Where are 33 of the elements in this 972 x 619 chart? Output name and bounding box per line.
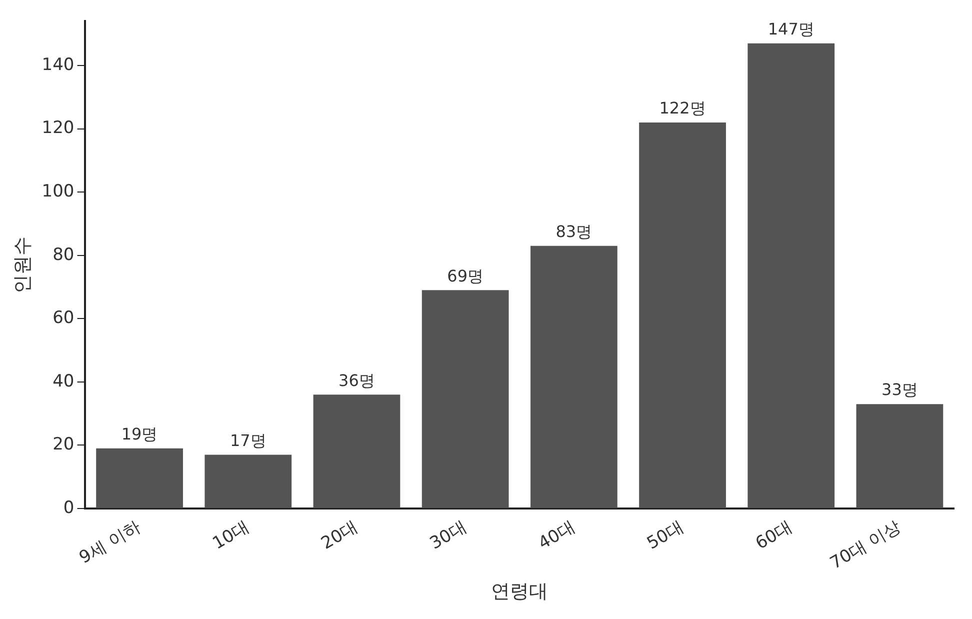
bar xyxy=(422,290,509,508)
data-label: 17명 xyxy=(230,430,266,450)
y-tick-label: 20 xyxy=(52,434,74,455)
data-label: 122명 xyxy=(659,98,706,118)
data-label: 83명 xyxy=(556,222,592,242)
x-tick-label: 70대 이상 xyxy=(826,517,904,574)
x-axis-title: 연령대 xyxy=(491,580,548,603)
x-tick-label: 50대 xyxy=(644,517,688,554)
y-tick-label: 80 xyxy=(52,244,74,265)
data-label: 36명 xyxy=(338,370,375,390)
y-axis-title: 인원수 xyxy=(11,236,34,294)
y-tick-label: 40 xyxy=(52,371,74,392)
x-tick-label: 60대 xyxy=(752,517,796,554)
bar xyxy=(748,43,835,508)
bar xyxy=(530,246,618,508)
y-tick-label: 100 xyxy=(42,182,74,202)
y-tick-label: 0 xyxy=(63,498,74,518)
bar xyxy=(313,394,400,508)
bar xyxy=(856,404,944,508)
data-label: 33명 xyxy=(882,380,918,400)
data-label: 147명 xyxy=(768,20,814,39)
x-tick-label: 40대 xyxy=(535,517,579,554)
bar xyxy=(639,122,726,508)
data-label: 69명 xyxy=(447,266,484,286)
y-tick-label: 140 xyxy=(42,54,74,75)
x-tick-label: 30대 xyxy=(426,517,470,554)
data-label: 19명 xyxy=(121,424,158,444)
bar xyxy=(204,454,292,508)
y-tick-label: 120 xyxy=(42,118,74,138)
x-tick-label: 10대 xyxy=(209,517,253,554)
y-tick-label: 60 xyxy=(52,308,74,328)
bar xyxy=(96,448,183,508)
x-tick-label: 9세 이하 xyxy=(76,517,144,568)
